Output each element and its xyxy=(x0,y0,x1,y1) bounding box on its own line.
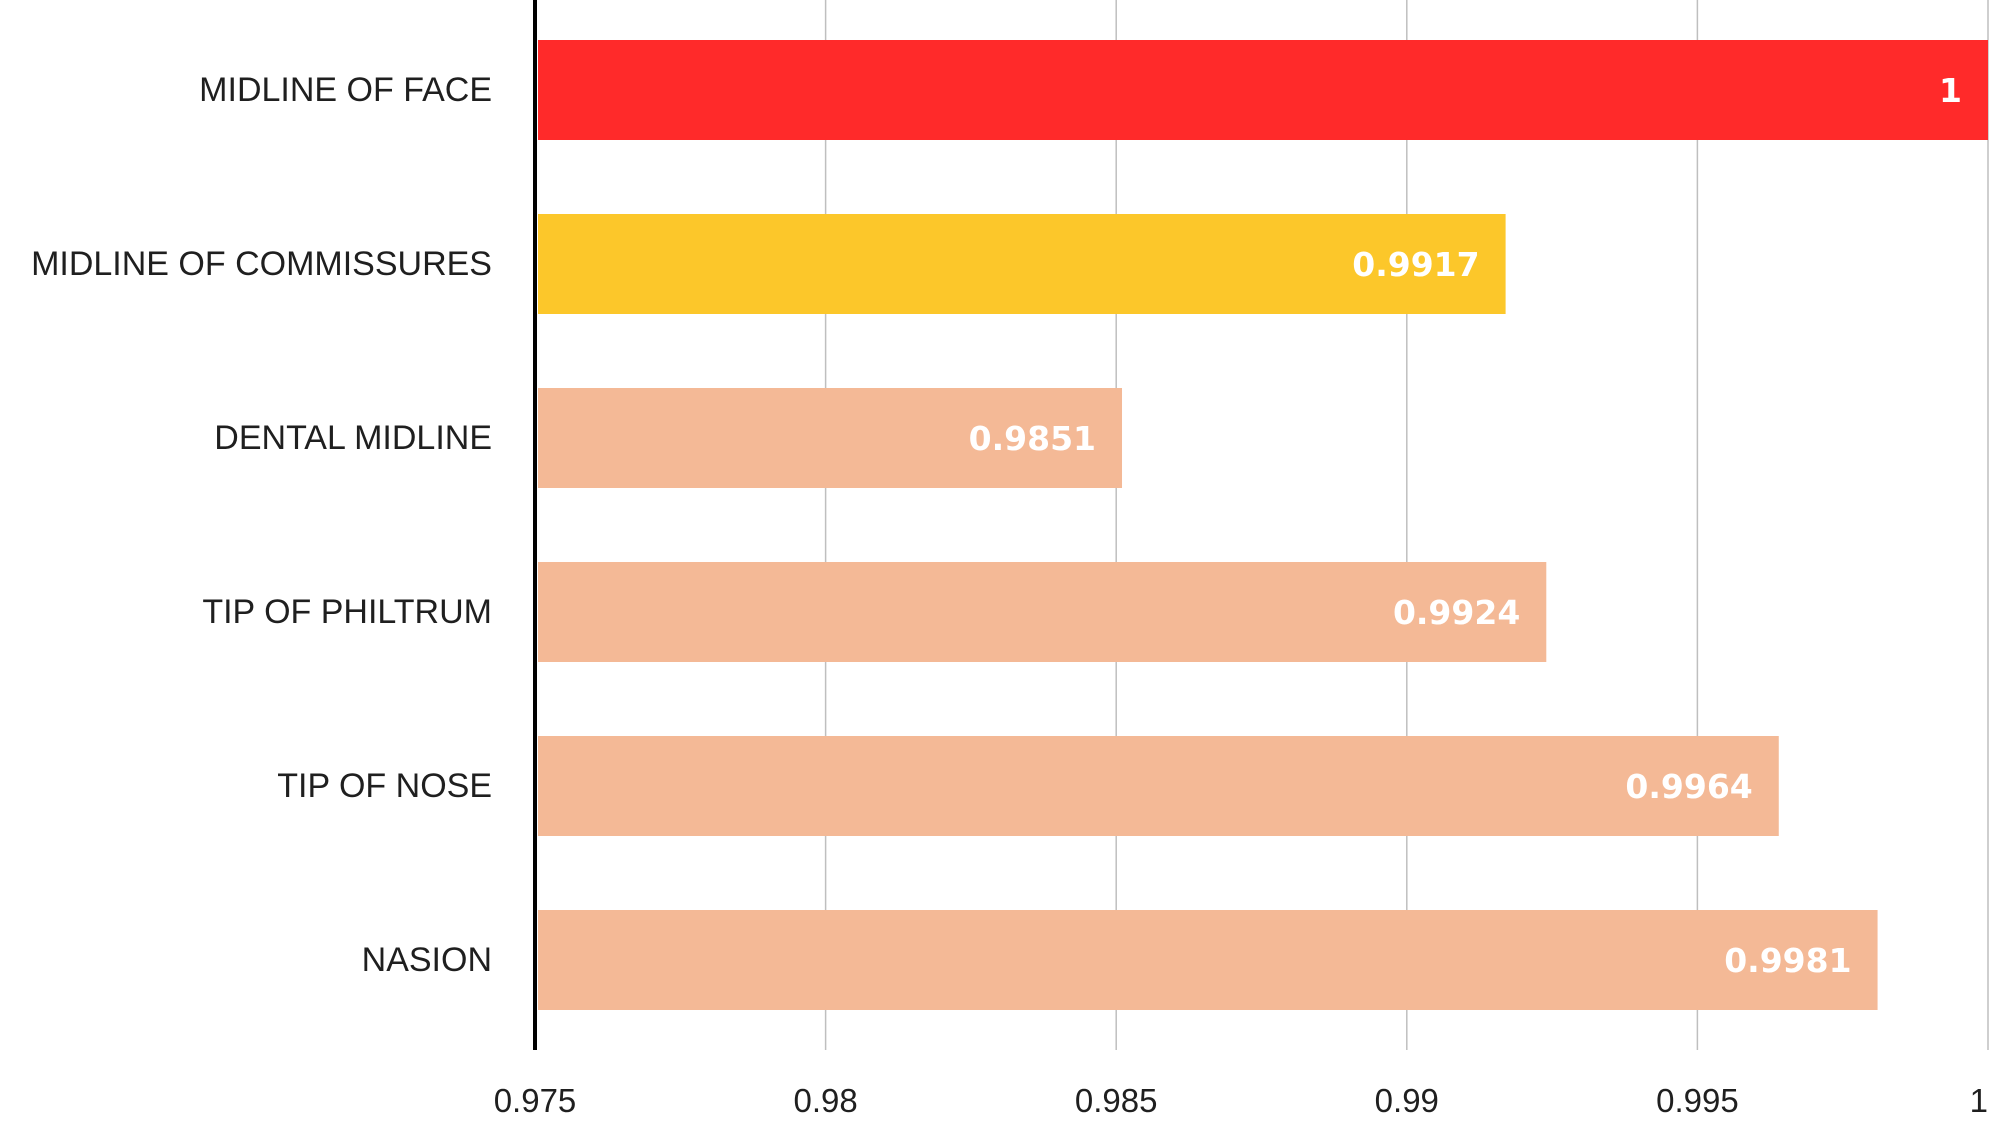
bars xyxy=(538,40,1988,1010)
data-label-5: 0.9964 xyxy=(1625,767,1752,806)
category-label-4: TIP OF PHILTRUM xyxy=(202,593,492,631)
x-tick-label-4: 0.995 xyxy=(1656,1082,1739,1119)
data-label-1: 1 xyxy=(1939,71,1962,110)
category-label-6: NASION xyxy=(362,941,492,979)
x-tick-label-1: 0.98 xyxy=(793,1082,857,1119)
gridlines xyxy=(824,0,1989,1050)
data-label-3: 0.9851 xyxy=(969,419,1096,458)
labels: 0.975 0.98 0.985 0.99 0.995 1 1 MIDLINE OF FACE… xyxy=(31,71,1988,1119)
x-tick-label-5: 1 xyxy=(1970,1082,1988,1119)
bar-1 xyxy=(538,40,1988,140)
bar-5 xyxy=(538,736,1779,836)
bar-4 xyxy=(538,562,1547,662)
bar-3 xyxy=(538,388,1123,488)
data-label-4: 0.9924 xyxy=(1393,593,1520,632)
bar-6 xyxy=(538,910,1878,1010)
data-label-6: 0.9981 xyxy=(1724,941,1851,980)
x-tick-label-0: 0.975 xyxy=(494,1082,577,1119)
category-label-5: TIP OF NOSE xyxy=(277,767,492,805)
category-label-2: MIDLINE OF COMMISSURES xyxy=(31,245,492,283)
x-tick-label-2: 0.985 xyxy=(1075,1082,1158,1119)
category-label-3: DENTAL MIDLINE xyxy=(214,419,492,457)
category-label-1: MIDLINE OF FACE xyxy=(199,71,492,109)
data-label-2: 0.9917 xyxy=(1352,245,1479,284)
x-tick-label-3: 0.99 xyxy=(1375,1082,1439,1119)
bar-2 xyxy=(538,214,1506,314)
